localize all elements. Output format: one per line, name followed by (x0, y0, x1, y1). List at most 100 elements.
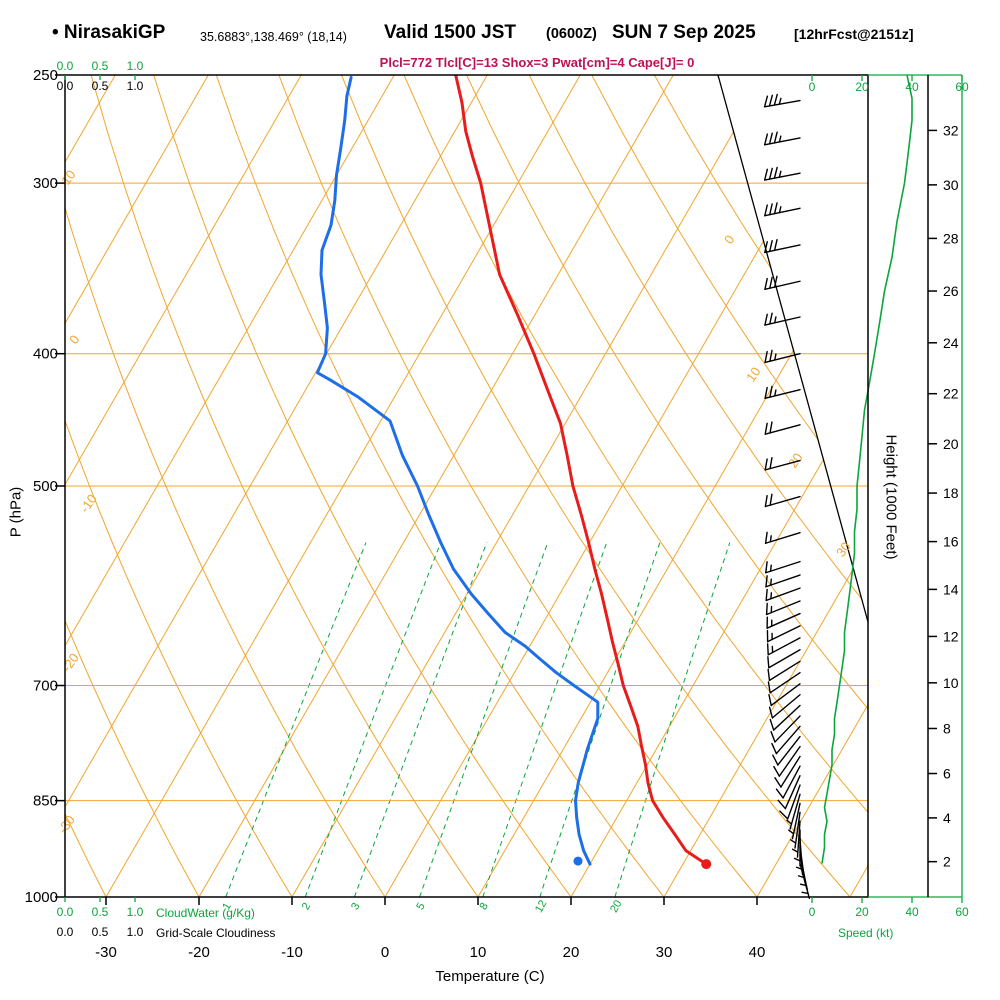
wind-barb-staff (778, 745, 801, 777)
mixing-ratio-line (539, 542, 661, 897)
height-tick-label: 4 (943, 810, 951, 826)
cloudiness-tick-label: 0.0 (57, 925, 74, 939)
grid-boundary-diagonal (717, 74, 869, 623)
wind-barb-staff (796, 820, 801, 858)
wind-barb-feather (769, 385, 773, 398)
wind-barb-half-feather (797, 875, 806, 879)
mixing-ratio-label: 2 (300, 901, 313, 912)
wind-barb-feather (773, 765, 781, 777)
wind-barb-staff (764, 352, 801, 364)
dry-adiabat-line (591, 75, 868, 897)
dry-adiabat-line (341, 75, 851, 897)
wind-barb-feather (768, 694, 772, 707)
valid-time-label: Valid 1500 JST (384, 22, 517, 43)
wind-barb-feather (763, 168, 769, 181)
isotherm-line (65, 75, 302, 897)
isotherm-value-label: 10 (58, 167, 79, 187)
speed-axis-lines (811, 74, 963, 903)
wind-barb-staff (768, 660, 801, 682)
wind-barb-staff (774, 715, 801, 743)
temperature-curve (454, 75, 708, 866)
wind-barb-staff (772, 704, 801, 731)
wind-barb-feather (764, 422, 768, 435)
wind-barb-feather (765, 561, 768, 574)
pressure-tick-label: 1000 (25, 889, 58, 906)
wind-barb-staff (786, 784, 801, 820)
wind-barb-staff (782, 765, 801, 799)
wind-barb-staff (768, 649, 801, 669)
temperature-tick-label: 10 (470, 944, 487, 961)
speed-tick-label: 0 (809, 80, 816, 94)
speed-tick-label: 40 (905, 905, 919, 919)
wind-barb-staff (770, 683, 801, 707)
cloudiness-tick-label: 0.5 (92, 79, 109, 93)
wind-barb-staff (777, 735, 801, 766)
wind-barb-half-feather (789, 839, 797, 844)
wind-barb-half-feather (769, 535, 772, 543)
isotherm-value-label: 10 (743, 364, 764, 384)
wind-barb-half-feather (778, 135, 782, 143)
wind-barb-feather (772, 754, 779, 766)
cloudiness-tick-label: 0.5 (92, 925, 109, 939)
height-tick-label: 16 (943, 534, 959, 550)
height-tick-label: 10 (943, 675, 959, 691)
mixing-ratio-label: 1 (220, 901, 233, 912)
mixing-ratio-label: 3 (349, 901, 362, 912)
wind-barb-half-feather (769, 564, 772, 572)
wind-barb-feather (764, 277, 768, 291)
wind-barb-half-feather (774, 353, 777, 361)
wind-barb-feather (764, 494, 768, 508)
valid-time-z: (0600Z) (546, 26, 597, 42)
cloudwater-tick-label: 1.0 (127, 59, 144, 73)
dry-adiabat-line (528, 75, 868, 897)
wind-barb-half-feather (769, 578, 773, 586)
isotherm-value-label: 20 (785, 450, 806, 470)
wind-barb-feather (768, 132, 773, 145)
wind-barb-staff (767, 637, 801, 656)
pressure-ticks (55, 74, 65, 898)
wind-barb-feather (779, 810, 789, 820)
isotherm-line (663, 75, 868, 897)
dry-adiabat-line (65, 75, 200, 897)
wind-barb-feather (773, 275, 778, 288)
height-tick-label: 8 (943, 720, 951, 736)
wind-barb-feather (764, 350, 768, 364)
sounding-parameters-line: Plcl=772 Tlcl[C]=13 Shox=3 Pwat[cm]=4 Ca… (379, 55, 695, 70)
wind-barbs (763, 93, 811, 899)
temperature-tick-labels: -30 -20 -10 0 10 20 30 40 (95, 944, 765, 961)
wind-barb-staff (766, 612, 801, 629)
pressure-tick-label: 850 (33, 793, 58, 810)
speed-tick-labels: 0 0 20 20 40 40 60 60 (809, 80, 969, 919)
cloudiness-scale-labels: 0.0 0.0 0.5 0.5 1.0 1.0 (57, 79, 144, 939)
wind-barb-half-feather (773, 316, 777, 324)
wind-barb-staff (764, 459, 801, 471)
wind-barb-feather (764, 458, 768, 471)
dry-adiabat-line (90, 75, 479, 897)
wind-barb-staff (780, 755, 801, 788)
wind-barb-feather (764, 386, 768, 400)
wind-barb-feather (767, 681, 771, 694)
temperature-tick-label: -20 (188, 944, 210, 961)
cloudiness-tick-label: 1.0 (127, 925, 144, 939)
station-title: • NirasakiGP (52, 22, 166, 43)
height-tick-label: 18 (943, 485, 959, 501)
dry-adiabat-line (403, 75, 868, 897)
temperature-tick-label: 20 (563, 944, 580, 961)
temperature-tick-label: 40 (749, 944, 766, 961)
wind-barb-staff (764, 244, 801, 254)
wind-barb-feather (773, 238, 778, 252)
temperature-tick-label: 0 (381, 944, 389, 961)
wind-barb-feather (773, 93, 778, 106)
wind-barb-feather (768, 203, 773, 216)
wind-barb-half-feather (795, 866, 803, 871)
wind-barb-staff (765, 587, 801, 602)
wind-barb-feather (773, 166, 778, 179)
wind-barb-staff (765, 600, 801, 616)
dry-adiabat-line (153, 75, 572, 897)
cloudwater-scale-labels: 0.0 0.0 0.5 0.5 1.0 1.0 (57, 59, 144, 919)
wind-barb-feather (768, 240, 773, 253)
wind-barb-staff (764, 316, 801, 326)
wind-barb-feather (777, 799, 787, 810)
wind-barb-feather (767, 668, 771, 682)
wind-barb-half-feather (770, 592, 773, 600)
